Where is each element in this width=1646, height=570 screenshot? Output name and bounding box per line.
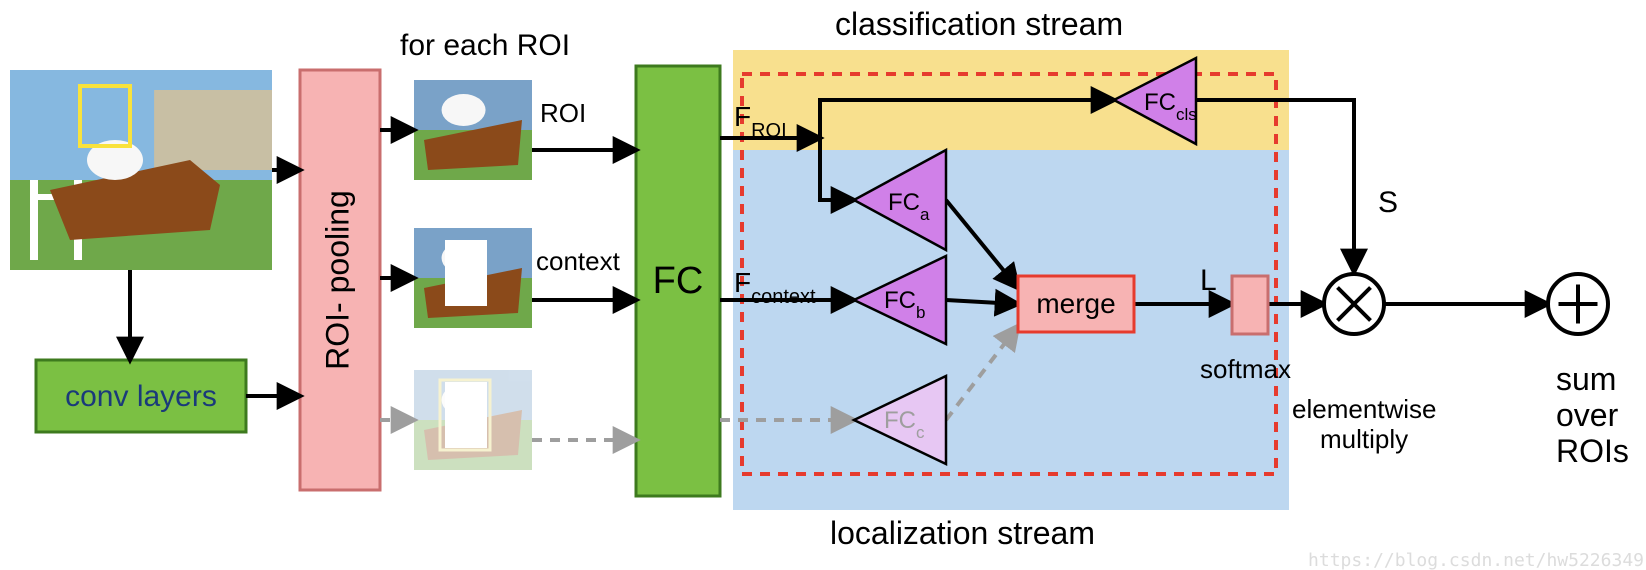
merge-label: merge (1036, 288, 1115, 319)
thumb-roi (414, 80, 532, 180)
localization-bg (733, 150, 1289, 510)
elementwise-label-1: elementwise (1292, 394, 1437, 424)
thumb-faded (414, 370, 532, 470)
fc-label: FC (653, 260, 704, 302)
localization-stream-label: localization stream (830, 515, 1095, 551)
softmax-label: softmax (1200, 354, 1291, 384)
conv-layers-label: conv layers (65, 380, 217, 413)
softmax-block (1232, 276, 1268, 334)
sum-over-rois-3: ROIs (1556, 433, 1629, 469)
thumb-context (414, 228, 532, 328)
for-each-roi-label: for each ROI (400, 29, 570, 62)
l-label: L (1200, 264, 1217, 297)
thumb-roi-label: ROI (540, 98, 586, 128)
classification-stream-label: classification stream (835, 6, 1123, 42)
thumb-context-label: context (536, 246, 621, 276)
sum-over-rois-1: sum (1556, 361, 1616, 397)
sum-over-rois-2: over (1556, 397, 1619, 433)
elementwise-label-2: multiply (1320, 424, 1408, 454)
roi-pooling-label: ROI- pooling (319, 190, 355, 370)
input-image (10, 70, 272, 270)
watermark-label: https://blog.csdn.net/hw5226349 (1308, 550, 1644, 570)
s-label: S (1378, 186, 1398, 219)
